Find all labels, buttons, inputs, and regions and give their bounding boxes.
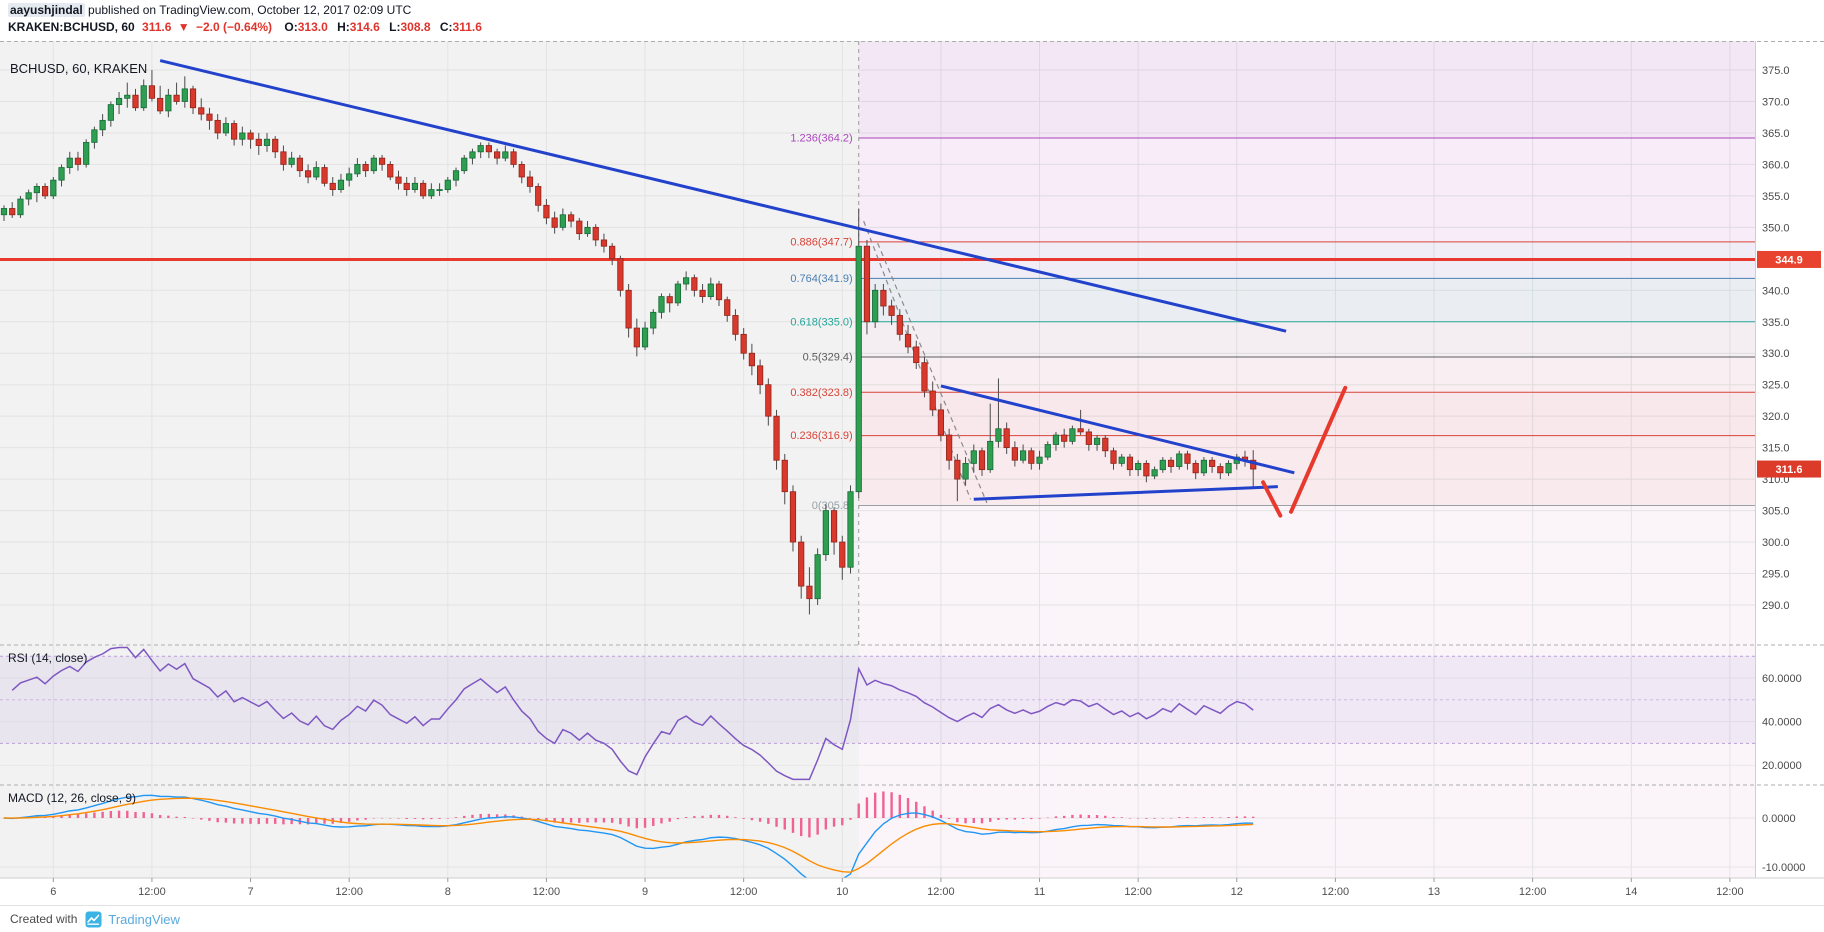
wedge-dashed-line-1[interactable] — [863, 220, 972, 500]
time-axis-label: 9 — [642, 886, 648, 898]
time-axis-label: 12:00 — [927, 886, 955, 898]
alert-price-badge-text: 344.9 — [1775, 254, 1803, 266]
time-axis-label: 6 — [50, 886, 56, 898]
down-triangle-icon: ▼ — [177, 20, 190, 34]
price-axis-label: 320.0 — [1762, 411, 1790, 423]
forecast-arrow-2[interactable] — [1289, 385, 1348, 514]
low-value: 308.8 — [400, 20, 431, 34]
last-price-badge — [1757, 460, 1821, 478]
ticker-line: KRAKEN:BCHUSD, 60 311.6 ▼ −2.0 (−0.64%) … — [8, 20, 482, 34]
time-axis-label: 10 — [836, 886, 848, 898]
price-axis-label: 305.0 — [1762, 506, 1790, 518]
fib-label: 0.618(335.0) — [790, 316, 852, 328]
highlight-region — [858, 41, 1755, 878]
triangle-upper-line[interactable] — [940, 384, 1295, 475]
attribution-line: aayushjindal published on TradingView.co… — [8, 3, 411, 17]
fib-label: 0.886(347.7) — [790, 236, 852, 248]
time-axis-label: 12:00 — [1519, 886, 1547, 898]
open-value: 313.0 — [297, 20, 328, 34]
price-axis-label: 375.0 — [1762, 65, 1790, 77]
time-axis-label: 8 — [445, 886, 451, 898]
price-axis-label: 355.0 — [1762, 191, 1790, 203]
macd-axis-label: 0.0000 — [1762, 813, 1796, 825]
time-axis-label: 11 — [1034, 886, 1045, 898]
price-axis-label: 325.0 — [1762, 380, 1790, 392]
macd-legend[interactable]: MACD (12, 26, close, 9) — [8, 791, 136, 805]
time-axis-label: 14 — [1625, 886, 1637, 898]
time-axis[interactable]: 6 12:00 7 12:00 8 12:00 9 12:00 10 12:00 11 12:00 12… — [50, 878, 1744, 898]
rsi-legend[interactable]: RSI (14, close) — [8, 651, 87, 665]
close-value: 311.6 — [452, 20, 482, 34]
high-label: H: — [337, 20, 350, 34]
macd-signal-line — [3, 797, 1254, 873]
wedge-dashed-line-2[interactable] — [877, 242, 988, 504]
published-text: published on TradingView.com, October 12… — [84, 3, 412, 17]
last-price: 311.6 — [142, 20, 172, 34]
tradingview-brand[interactable]: TradingView — [108, 911, 180, 927]
rsi-axis-label: 20.0000 — [1762, 760, 1802, 772]
price-axis-label: 370.0 — [1762, 96, 1790, 108]
chart-legend[interactable]: BCHUSD, 60, KRAKEN — [10, 61, 147, 76]
fib-label: 0.764(341.9) — [790, 273, 852, 285]
time-axis-label: 7 — [247, 886, 253, 898]
time-axis-label: 12:00 — [533, 886, 561, 898]
fib-label: 0.382(323.8) — [790, 387, 852, 399]
time-axis-label: 12:00 — [138, 886, 166, 898]
time-axis-label: 12:00 — [1716, 886, 1744, 898]
price-chart-canvas[interactable]: 1.236(364.2) 0.886(347.7) 0.764(341.9) 0.61… — [0, 41, 1824, 905]
ticker-symbol[interactable]: KRAKEN:BCHUSD, 60 — [8, 20, 135, 34]
header: aayushjindal published on TradingView.co… — [0, 0, 1824, 41]
forecast-arrow-1[interactable] — [1261, 480, 1283, 518]
rsi-line — [11, 646, 1254, 781]
fib-label: 0.236(316.9) — [790, 430, 852, 442]
price-axis-label: 365.0 — [1762, 128, 1790, 140]
tradingview-logo-icon — [85, 911, 102, 927]
price-axis[interactable]: 375.0 370.0 365.0 360.0 355.0 350.0 340.0 335.0… — [1757, 65, 1821, 874]
time-axis-label: 12 — [1231, 886, 1243, 898]
close-label: C: — [439, 20, 453, 34]
rsi-axis-label: 60.0000 — [1762, 673, 1802, 685]
created-with-text: Created with — [10, 912, 78, 926]
fib-levels-layer[interactable]: 1.236(364.2) 0.886(347.7) 0.764(341.9) 0.61… — [790, 132, 1755, 512]
author-link[interactable]: aayushjindal — [8, 3, 85, 17]
price-axis-label: 315.0 — [1762, 443, 1790, 455]
major-downtrend-line[interactable] — [159, 59, 1287, 333]
price-axis-label: 330.0 — [1762, 348, 1790, 360]
open-label: O: — [284, 20, 298, 34]
fib-label: 0.5(329.4) — [803, 352, 853, 364]
price-axis-label: 295.0 — [1762, 569, 1790, 581]
rsi-axis-label: 40.0000 — [1762, 717, 1802, 729]
triangle-lower-line[interactable] — [973, 485, 1278, 501]
time-axis-label: 12:00 — [730, 886, 758, 898]
macd-axis-label: -10.0000 — [1762, 862, 1805, 874]
price-axis-label: 335.0 — [1762, 317, 1790, 329]
price-axis-label: 340.0 — [1762, 285, 1790, 297]
price-axis-label: 360.0 — [1762, 159, 1790, 171]
price-axis-label: 290.0 — [1762, 600, 1790, 612]
high-value: 314.6 — [349, 20, 380, 34]
price-axis-label: 300.0 — [1762, 537, 1790, 549]
time-axis-label: 12:00 — [335, 886, 363, 898]
footer: Created with TradingView — [0, 905, 1824, 932]
fib-label: 1.236(364.2) — [790, 132, 852, 144]
time-axis-label: 12:00 — [1322, 886, 1350, 898]
alert-price-badge — [1757, 250, 1821, 268]
time-axis-label: 12:00 — [1124, 886, 1152, 898]
price-change: −2.0 (−0.64%) — [195, 20, 273, 34]
low-label: L: — [389, 20, 401, 34]
time-axis-label: 13 — [1428, 886, 1440, 898]
price-axis-label: 350.0 — [1762, 222, 1790, 234]
candles-layer — [0, 70, 1257, 615]
last-price-badge-text: 311.6 — [1776, 464, 1803, 476]
fib-label: 0(305.8) — [812, 500, 853, 512]
